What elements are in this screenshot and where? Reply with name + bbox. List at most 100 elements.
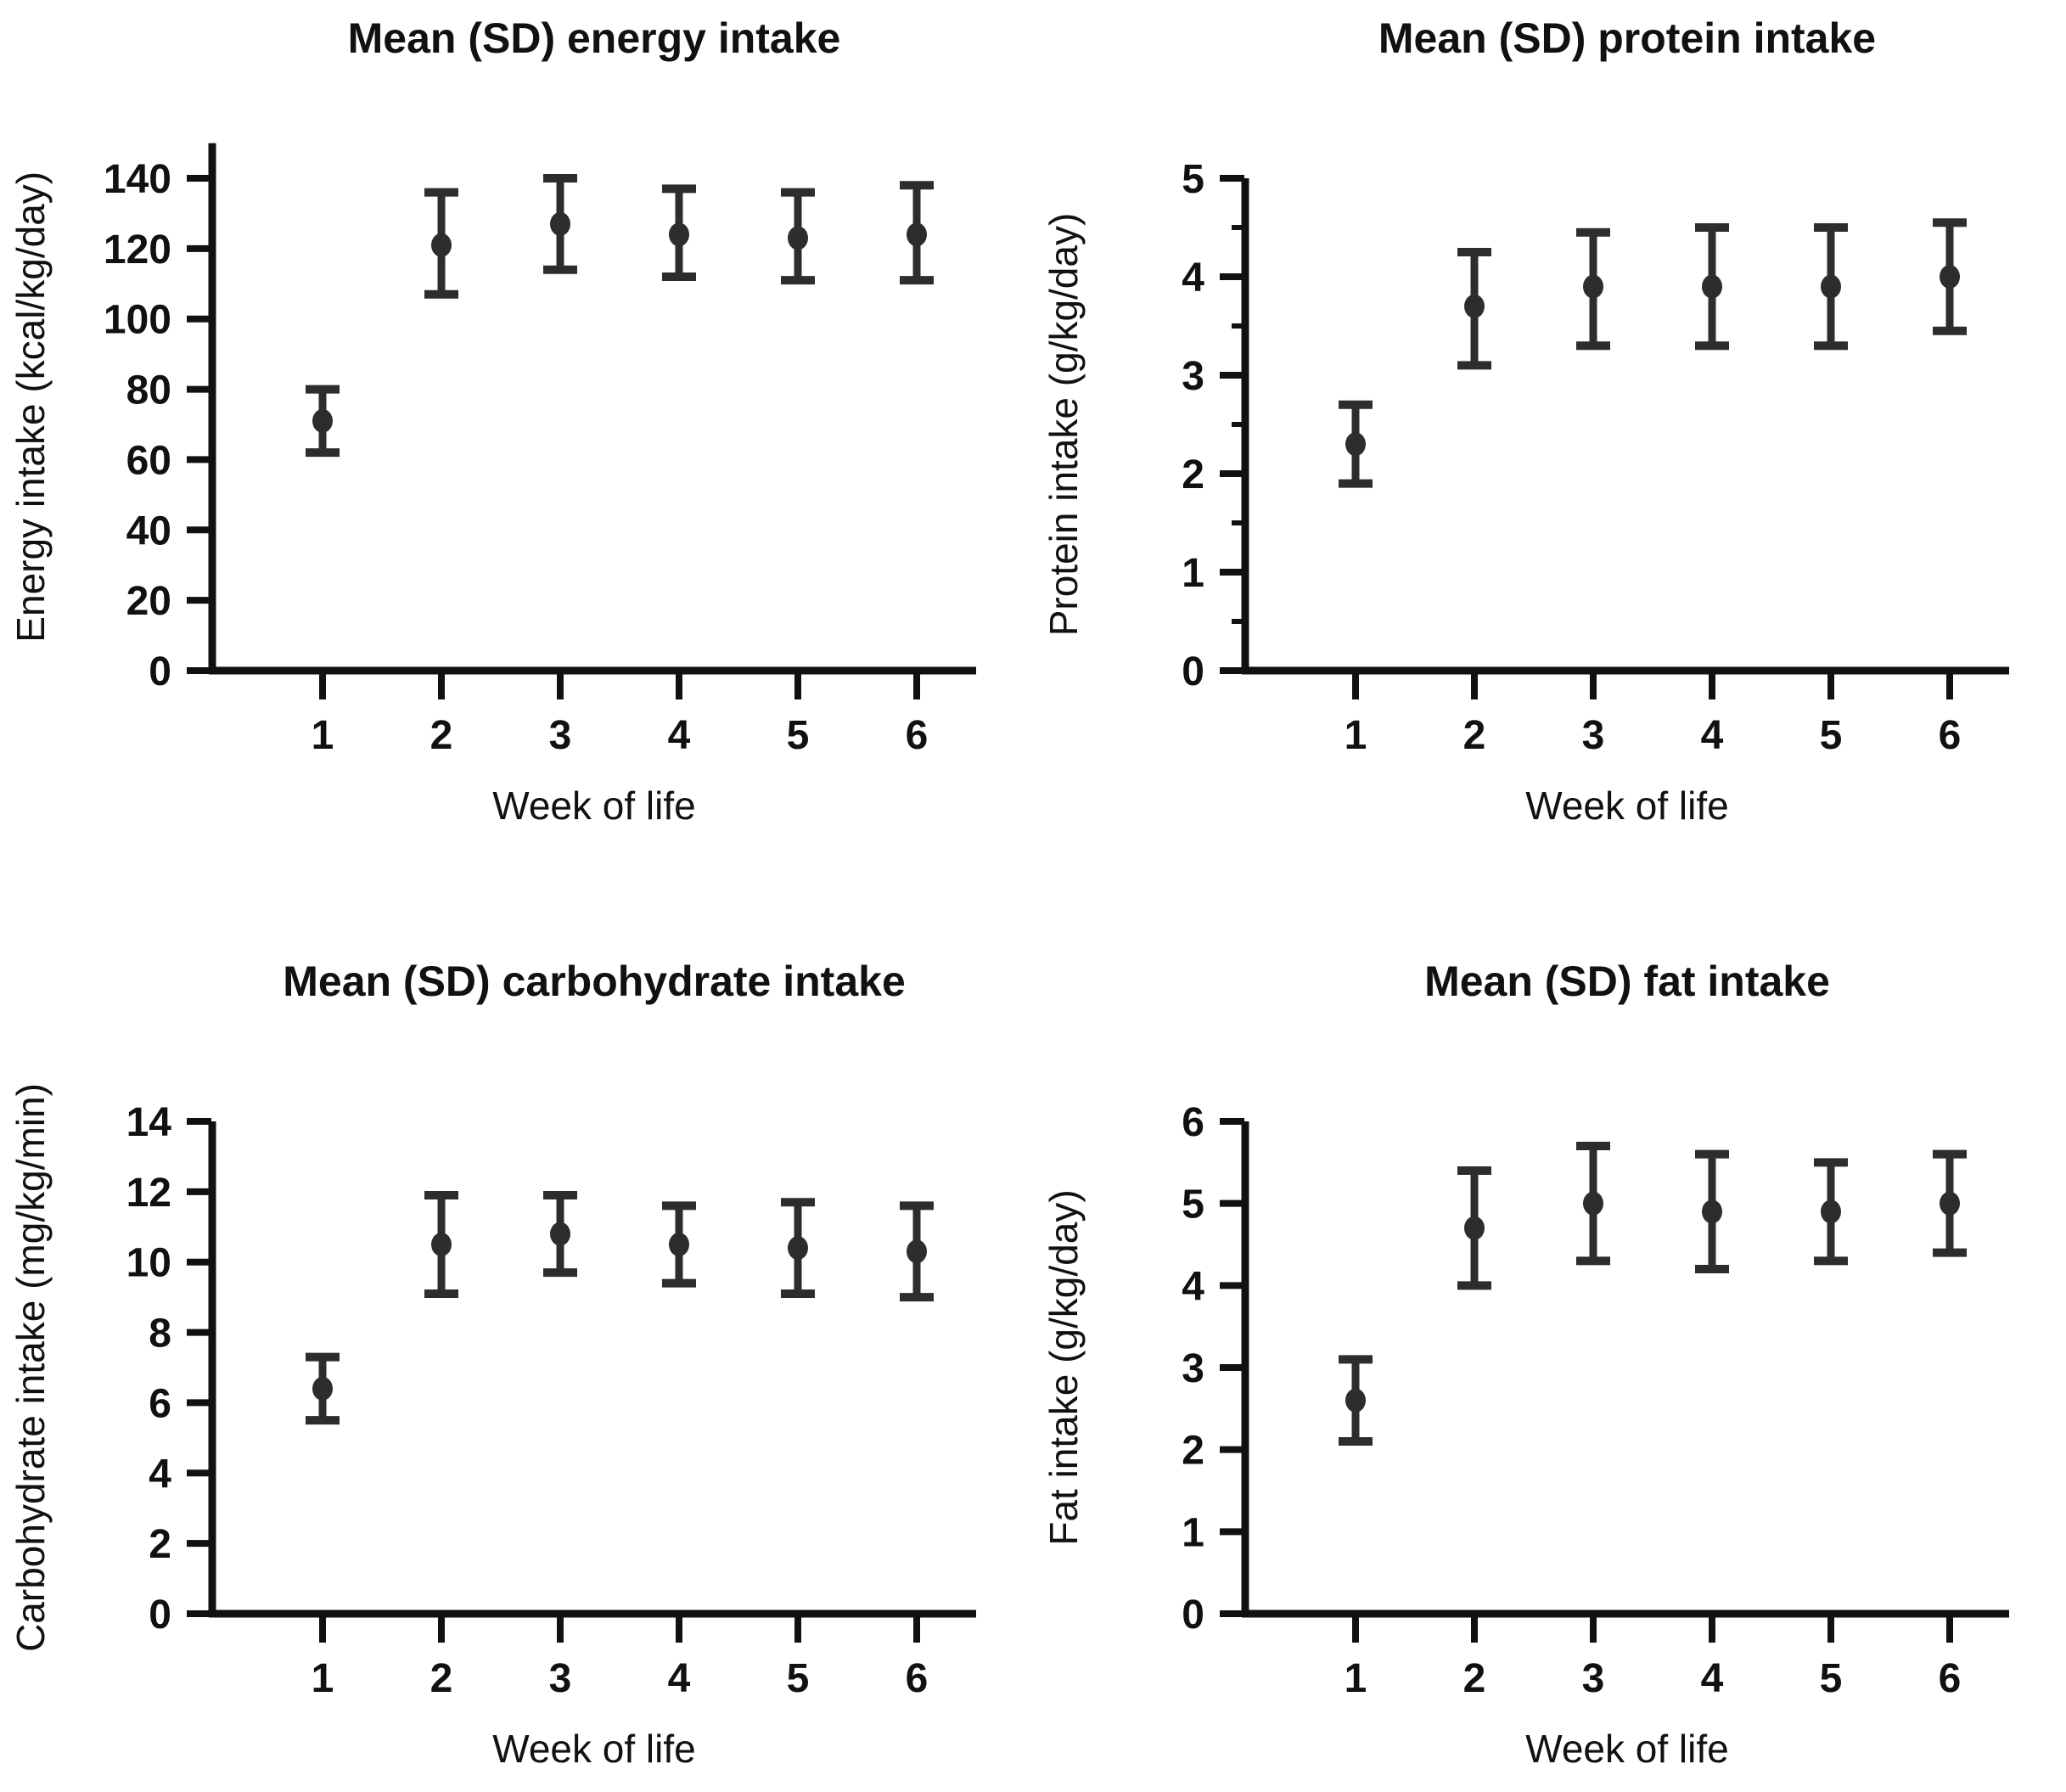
chart-title: Mean (SD) energy intake xyxy=(348,14,841,62)
y-tick-label: 5 xyxy=(1182,1182,1204,1227)
errorbar-week-3 xyxy=(543,174,577,274)
x-axis-label: Week of life xyxy=(492,1727,695,1771)
y-axis-label: Energy intake (kcal/kg/day) xyxy=(8,171,53,643)
errorbar-week-6 xyxy=(900,1201,934,1302)
y-tick-label: 6 xyxy=(1182,1100,1204,1145)
y-tick-label: 8 xyxy=(149,1312,171,1357)
x-tick-label: 6 xyxy=(1939,1656,1962,1701)
chart-fat-intake: Mean (SD) fat intake Fat intake (g/kg/day… xyxy=(1033,943,2066,1792)
errorbar-week-3 xyxy=(543,1191,577,1278)
x-tick-label: 1 xyxy=(312,713,334,758)
data-point xyxy=(312,1376,333,1401)
y-tick-label: 14 xyxy=(126,1100,172,1145)
chart-protein-intake-canvas: Mean (SD) protein intake Protein intake (… xyxy=(1041,14,2009,828)
errorbar-week-5 xyxy=(1814,1158,1848,1266)
y-tick-label: 4 xyxy=(1182,256,1204,301)
data-point xyxy=(1940,1191,1960,1216)
x-tick-label: 1 xyxy=(1345,713,1367,758)
y-tick-label: 0 xyxy=(149,1593,171,1638)
x-tick-label: 6 xyxy=(906,1656,929,1701)
data-point xyxy=(788,226,808,250)
x-tick-label: 2 xyxy=(430,713,453,758)
errorbar-week-2 xyxy=(1457,248,1491,370)
data-point xyxy=(550,211,570,236)
y-tick-label: 1 xyxy=(1182,1510,1204,1555)
chart-carbohydrate-intake-canvas: Mean (SD) carbohydrate intake Carbohydrat… xyxy=(8,958,976,1771)
data-point xyxy=(431,233,452,257)
y-tick-label: 3 xyxy=(1182,354,1204,399)
errorbar-week-6 xyxy=(1933,218,1967,335)
y-tick-label: 40 xyxy=(126,508,171,553)
errorbar-week-6 xyxy=(1933,1149,1967,1257)
y-tick-label: 0 xyxy=(1182,649,1204,694)
x-axis-label: Week of life xyxy=(492,784,695,828)
y-tick-label: 20 xyxy=(126,579,171,624)
chart-protein-intake: Mean (SD) protein intake Protein intake (… xyxy=(1033,0,2066,849)
y-axis-label: Carbohydrate intake (mg/kg/min) xyxy=(8,1083,53,1652)
y-tick-label: 0 xyxy=(149,649,171,694)
errorbar-week-4 xyxy=(662,184,696,281)
y-tick-label: 3 xyxy=(1182,1346,1204,1391)
chart-energy-intake-canvas: Mean (SD) energy intake Energy intake (kc… xyxy=(8,14,976,828)
data-point xyxy=(1464,294,1485,318)
chart-fat-intake-canvas: Mean (SD) fat intake Fat intake (g/kg/day… xyxy=(1041,958,2009,1771)
y-tick-label: 0 xyxy=(1182,1593,1204,1638)
data-point xyxy=(907,222,927,247)
y-tick-label: 4 xyxy=(149,1452,171,1497)
data-point xyxy=(1940,265,1960,289)
x-tick-label: 3 xyxy=(1582,713,1605,758)
errorbar-week-5 xyxy=(781,188,815,285)
y-tick-label: 4 xyxy=(1182,1264,1204,1309)
y-tick-label: 80 xyxy=(126,368,171,413)
errorbar-week-4 xyxy=(1695,223,1729,351)
x-tick-label: 4 xyxy=(1701,1656,1724,1701)
x-tick-label: 2 xyxy=(430,1656,453,1701)
x-tick-label: 5 xyxy=(787,713,810,758)
y-tick-label: 2 xyxy=(149,1522,171,1567)
errorbar-week-1 xyxy=(1339,400,1373,488)
errorbar-week-2 xyxy=(424,188,458,299)
x-tick-label: 2 xyxy=(1463,713,1486,758)
data-point xyxy=(788,1236,808,1261)
data-point xyxy=(1583,1191,1603,1216)
data-point xyxy=(1583,274,1603,299)
y-tick-label: 6 xyxy=(149,1381,171,1426)
y-tick-label: 1 xyxy=(1182,551,1204,596)
errorbar-week-5 xyxy=(1814,223,1848,351)
x-tick-label: 4 xyxy=(668,1656,691,1701)
data-point xyxy=(312,408,333,433)
y-tick-label: 10 xyxy=(126,1241,171,1286)
chart-title: Mean (SD) fat intake xyxy=(1424,958,1830,1005)
x-tick-label: 3 xyxy=(1582,1656,1605,1701)
errorbar-week-6 xyxy=(900,181,934,285)
data-point xyxy=(1821,274,1841,299)
x-tick-label: 3 xyxy=(549,713,572,758)
errorbar-week-3 xyxy=(1576,228,1610,351)
errorbar-week-5 xyxy=(781,1198,815,1298)
y-axis-label: Protein intake (g/kg/day) xyxy=(1041,213,1086,637)
x-tick-label: 6 xyxy=(906,713,929,758)
x-tick-label: 4 xyxy=(1701,713,1724,758)
errorbar-week-2 xyxy=(424,1191,458,1298)
x-tick-label: 2 xyxy=(1463,1656,1486,1701)
y-tick-label: 2 xyxy=(1182,452,1204,497)
data-point xyxy=(1702,274,1722,299)
data-point xyxy=(669,222,689,247)
x-tick-label: 6 xyxy=(1939,713,1962,758)
data-point xyxy=(1821,1199,1841,1224)
errorbar-week-1 xyxy=(306,1352,340,1425)
x-axis-label: Week of life xyxy=(1525,1727,1728,1771)
x-tick-label: 5 xyxy=(787,1656,810,1701)
chart-title: Mean (SD) carbohydrate intake xyxy=(283,958,906,1005)
x-tick-label: 4 xyxy=(668,713,691,758)
y-tick-label: 60 xyxy=(126,438,171,483)
errorbar-week-1 xyxy=(306,385,340,458)
data-point xyxy=(1345,432,1366,457)
errorbar-week-4 xyxy=(662,1201,696,1288)
errorbar-week-3 xyxy=(1576,1142,1610,1266)
data-point xyxy=(1345,1388,1366,1413)
data-point xyxy=(907,1239,927,1264)
x-tick-label: 1 xyxy=(1345,1656,1367,1701)
y-tick-label: 100 xyxy=(104,298,171,343)
